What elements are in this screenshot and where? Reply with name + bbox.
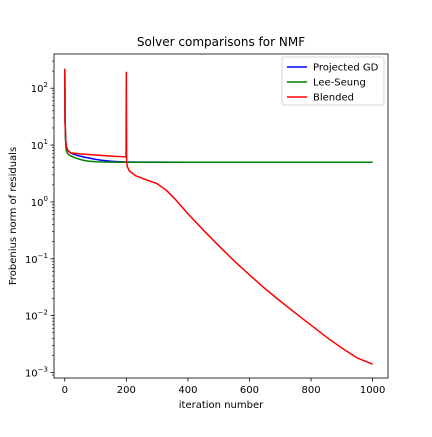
plot-area — [64, 68, 373, 365]
axes-frame — [53, 53, 389, 379]
y-tick-label-3: 100 — [31, 195, 48, 209]
legend-label-2: Blended — [313, 93, 354, 104]
y-tick-label-0: 10−3 — [25, 365, 48, 379]
x-tick-label-4: 800 — [301, 385, 320, 396]
x-tick-label-1: 200 — [117, 385, 136, 396]
y-tick-label-4: 101 — [31, 138, 48, 152]
legend-label-1: Lee-Seung — [313, 78, 366, 89]
y-tick-label-1: 10−2 — [25, 309, 48, 323]
x-tick-label-2: 400 — [178, 385, 197, 396]
y-tick-label-5: 102 — [31, 81, 48, 95]
x-tick-label-5: 1000 — [360, 385, 385, 396]
legend-box — [281, 56, 385, 106]
y-tick-label-2: 10−1 — [25, 252, 48, 266]
chart-title: Solver comparisons for NMF — [137, 35, 305, 49]
axes: 0 200 400 600 800 1000 10−3 10−2 10−1 100 101 102 — [25, 53, 389, 396]
series-line-2 — [64, 68, 373, 365]
x-axis-label: iteration number — [179, 400, 264, 411]
x-tick-label-0: 0 — [62, 385, 68, 396]
y-axis-label: Frobenius norm of residuals — [8, 147, 19, 285]
legend-label-0: Projected GD — [313, 63, 379, 74]
x-tick-label-3: 600 — [240, 385, 259, 396]
series-line-1 — [64, 68, 373, 163]
legend: Projected GD Lee-Seung Blended — [281, 56, 385, 106]
